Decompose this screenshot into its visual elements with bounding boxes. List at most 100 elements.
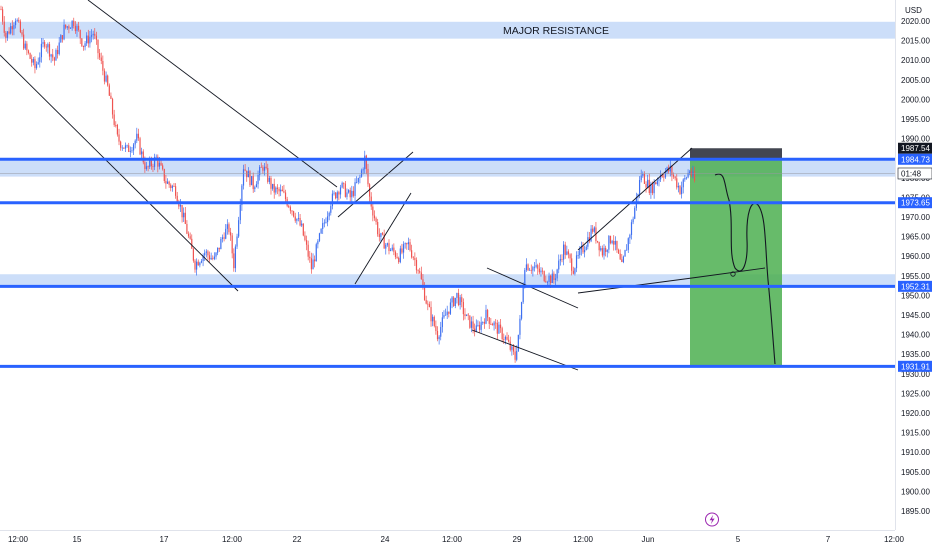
candle-body — [616, 240, 618, 250]
projected-path[interactable] — [714, 173, 776, 365]
candle-body — [210, 258, 212, 260]
candle-body — [373, 215, 376, 219]
candle-body — [42, 42, 44, 44]
candle-body — [18, 20, 20, 22]
x-tick-label: 24 — [381, 535, 390, 544]
candle-body — [655, 182, 657, 185]
candle-body — [414, 258, 416, 260]
time-axis[interactable]: 12:00 15 17 12:00 22 24 12:00 29 12:00 Jun 5 7 12:00 — [8, 535, 905, 544]
trendline[interactable] — [486, 267, 579, 309]
candle-body — [47, 44, 49, 48]
trendline[interactable] — [577, 147, 693, 251]
candle-body — [640, 175, 642, 181]
trendline[interactable] — [337, 151, 414, 218]
trendline[interactable] — [354, 192, 412, 285]
trendline[interactable] — [0, 54, 239, 292]
candle-body — [501, 328, 503, 340]
candle-body — [543, 271, 545, 282]
candle-body — [469, 315, 471, 328]
candle-body — [212, 258, 214, 259]
candle-body — [229, 232, 232, 236]
candle-body — [362, 169, 364, 171]
candle-body — [585, 246, 587, 250]
candle-body — [234, 246, 237, 269]
candle-body — [443, 315, 445, 318]
candle-body — [504, 336, 506, 340]
candle-body — [584, 249, 586, 253]
candle-body — [682, 179, 684, 188]
candle-body — [399, 248, 401, 263]
candle-body — [338, 192, 340, 195]
candle-body — [614, 240, 616, 245]
candle-body — [629, 234, 631, 239]
candle-body — [385, 244, 387, 249]
candle-body — [14, 20, 17, 26]
candle-body — [29, 53, 31, 59]
candle-body — [398, 257, 400, 263]
trendline[interactable] — [87, 0, 338, 188]
candle-body — [622, 256, 625, 263]
candle-body — [472, 321, 474, 329]
candle-body — [407, 242, 409, 245]
candle-body — [40, 43, 43, 58]
candle-body — [215, 252, 217, 257]
candle-body — [228, 224, 230, 233]
candle-body — [554, 278, 557, 280]
y-tick-label: 2020.00 — [901, 17, 930, 26]
candle-body — [420, 272, 422, 280]
price-badge-label: 1984.73 — [901, 155, 930, 164]
candle-body — [255, 184, 258, 188]
candle-body — [428, 304, 431, 307]
x-tick-label: 17 — [160, 535, 169, 544]
candle-body — [213, 256, 215, 259]
candle-body — [561, 259, 563, 260]
candle-body — [533, 266, 536, 268]
candle-body — [411, 250, 413, 258]
stop-zone — [690, 148, 782, 160]
y-tick-label: 2005.00 — [901, 76, 930, 85]
candle-body — [535, 265, 537, 267]
candle-body — [48, 44, 51, 57]
candle-body — [339, 187, 342, 195]
candle-body — [284, 192, 287, 200]
candle-body — [142, 151, 144, 163]
candle-body — [478, 325, 481, 330]
candle-body — [372, 206, 374, 216]
candle-body — [401, 248, 403, 253]
candle-body — [656, 180, 658, 185]
candle-body — [354, 182, 356, 196]
candle-body — [259, 166, 261, 176]
trendline[interactable] — [691, 267, 766, 279]
y-tick-label: 1955.00 — [901, 272, 930, 281]
candle-body — [317, 240, 319, 245]
candle-body — [246, 170, 248, 178]
y-tick-label: 1960.00 — [901, 252, 930, 261]
candle-body — [309, 256, 311, 259]
candle-body — [579, 249, 581, 256]
candle-body — [53, 57, 55, 61]
candle-body — [537, 265, 539, 269]
candle-body — [415, 259, 418, 271]
y-tick-label: 1900.00 — [901, 487, 930, 496]
candle-body — [341, 182, 343, 188]
candle-body — [120, 141, 122, 148]
candle-body — [82, 45, 85, 47]
y-tick-label: 1970.00 — [901, 213, 930, 222]
trendline[interactable] — [471, 329, 579, 371]
lightning-icon[interactable] — [705, 512, 719, 527]
candle-body — [95, 35, 97, 40]
candle-body — [352, 190, 355, 196]
candle-body — [592, 228, 594, 232]
candle-body — [611, 240, 613, 244]
candle-body — [661, 174, 663, 177]
candle-body — [436, 330, 439, 340]
candle-body — [194, 260, 196, 270]
candle-body — [328, 212, 330, 217]
candle-body — [272, 183, 274, 189]
candle-body — [289, 207, 291, 211]
price-badge-label: 01:48 — [901, 169, 922, 178]
candle-body — [55, 50, 57, 61]
candle-body — [121, 147, 123, 149]
candle-body — [634, 207, 636, 219]
